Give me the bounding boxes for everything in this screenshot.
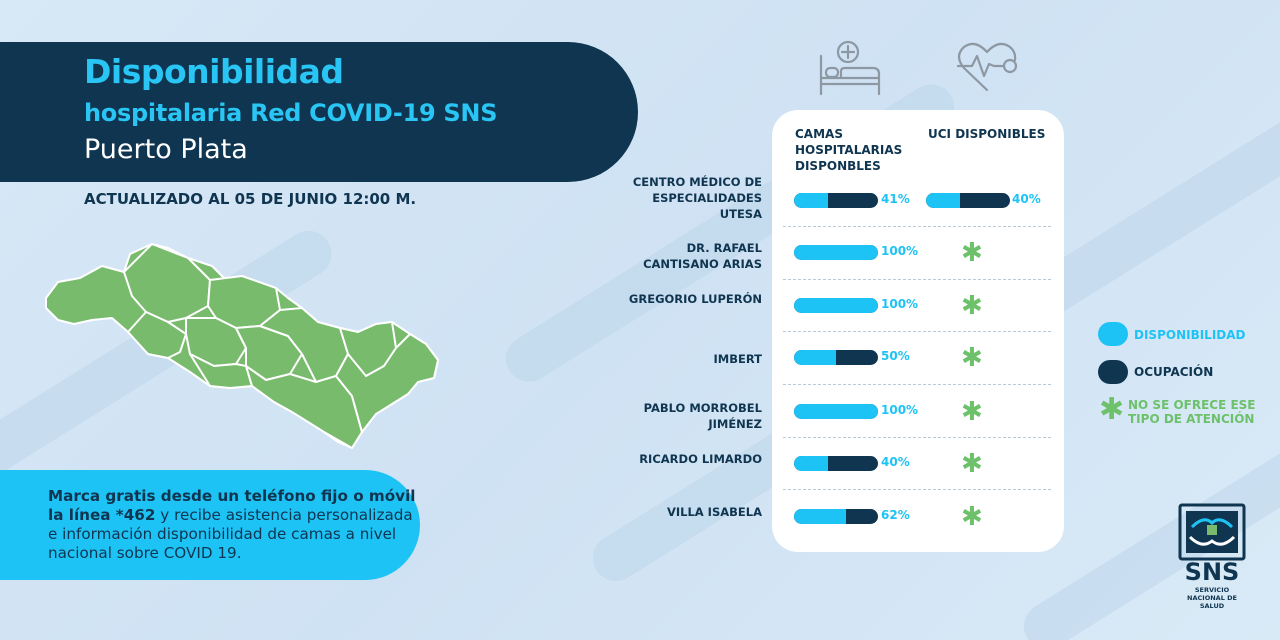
row-divider [783, 437, 1051, 438]
info-box [0, 470, 420, 580]
asterisk-icon: ✱ [1099, 392, 1125, 427]
province-map [45, 243, 439, 449]
hospital-name: CENTRO MÉDICO DE ESPECIALIDADES UTESA [632, 175, 762, 221]
asterisk-icon: ✱ [961, 397, 983, 427]
info-text: Marca gratis desde un teléfono fijo o mó… [48, 487, 418, 563]
title-banner [0, 42, 638, 182]
legend-available: DISPONIBILIDAD [1134, 328, 1246, 342]
hospital-name: IMBERT [713, 352, 762, 366]
row-divider [783, 279, 1051, 280]
info-highlight: Marca gratis desde un teléfono fijo o mó… [48, 487, 416, 524]
asterisk-icon: ✱ [961, 238, 983, 268]
beds-bar-available [794, 193, 829, 208]
beds-bar [794, 193, 878, 208]
hospital-bed-icon [819, 40, 881, 96]
hospital-name: DR. RAFAEL CANTISANO ARIAS [643, 241, 762, 271]
hospital-name: RICARDO LIMARDO [639, 452, 762, 466]
info-body: y recibe asistencia personalizada e info… [48, 506, 413, 562]
map-region [123, 243, 211, 323]
icu-percent: 40% [1012, 192, 1041, 206]
beds-bar-available [794, 404, 878, 419]
hospital-name: PABLO MORROBEL JIMÉNEZ [643, 401, 762, 431]
asterisk-icon: ✱ [961, 502, 983, 532]
beds-bar-available [794, 456, 828, 471]
col-header-beds: CAMAS HOSPITALARIAS DISPONBLES [795, 127, 903, 173]
hospital-name: VILLA ISABELA [666, 505, 762, 519]
row-divider [783, 226, 1051, 227]
legend-occupied: OCUPACIÓN [1134, 365, 1214, 379]
legend-swatch-occupied [1098, 360, 1128, 384]
beds-percent: 100% [881, 244, 919, 258]
beds-percent: 40% [881, 455, 910, 469]
beds-percent: 62% [881, 508, 910, 522]
map-region [335, 333, 439, 433]
beds-bar-available [794, 350, 836, 365]
beds-bar-available [794, 298, 878, 313]
icu-bar [926, 193, 1010, 208]
icu-bar-available [926, 193, 960, 208]
beds-bar [794, 404, 878, 419]
legend-not-offered: NO SE OFRECE ESE TIPO DE ATENCIÓN [1128, 398, 1256, 426]
province-name: Puerto Plata [84, 134, 248, 165]
hospital-name: GREGORIO LUPERÓN [628, 292, 762, 306]
asterisk-icon: ✱ [961, 291, 983, 321]
row-divider [783, 331, 1051, 332]
heart-rate-icon [956, 42, 1018, 92]
page-subtitle: hospitalaria Red COVID-19 SNS [84, 99, 498, 127]
beds-percent: 50% [881, 349, 910, 363]
row-divider [783, 384, 1051, 385]
row-divider [783, 489, 1051, 490]
sns-logo [1178, 503, 1246, 561]
beds-bar-available [794, 509, 847, 524]
col-header-icu: UCI DISPONIBLES [928, 127, 1046, 141]
asterisk-icon: ✱ [961, 343, 983, 373]
updated-timestamp: ACTUALIZADO AL 05 DE JUNIO 12:00 M. [84, 190, 417, 208]
map-region [127, 311, 187, 359]
beds-bar [794, 456, 878, 471]
beds-percent: 41% [881, 192, 910, 206]
beds-bar [794, 245, 878, 260]
beds-bar-available [794, 245, 878, 260]
asterisk-icon: ✱ [961, 449, 983, 479]
logo-wordmark: SNS [1184, 558, 1240, 586]
legend-swatch-available [1098, 322, 1128, 346]
page-title: Disponibilidad [84, 52, 344, 91]
beds-bar [794, 350, 878, 365]
beds-percent: 100% [881, 403, 919, 417]
beds-percent: 100% [881, 297, 919, 311]
beds-bar [794, 298, 878, 313]
beds-bar [794, 509, 878, 524]
logo-subtitle: SERVICIO NACIONAL DE SALUD [1187, 586, 1237, 610]
